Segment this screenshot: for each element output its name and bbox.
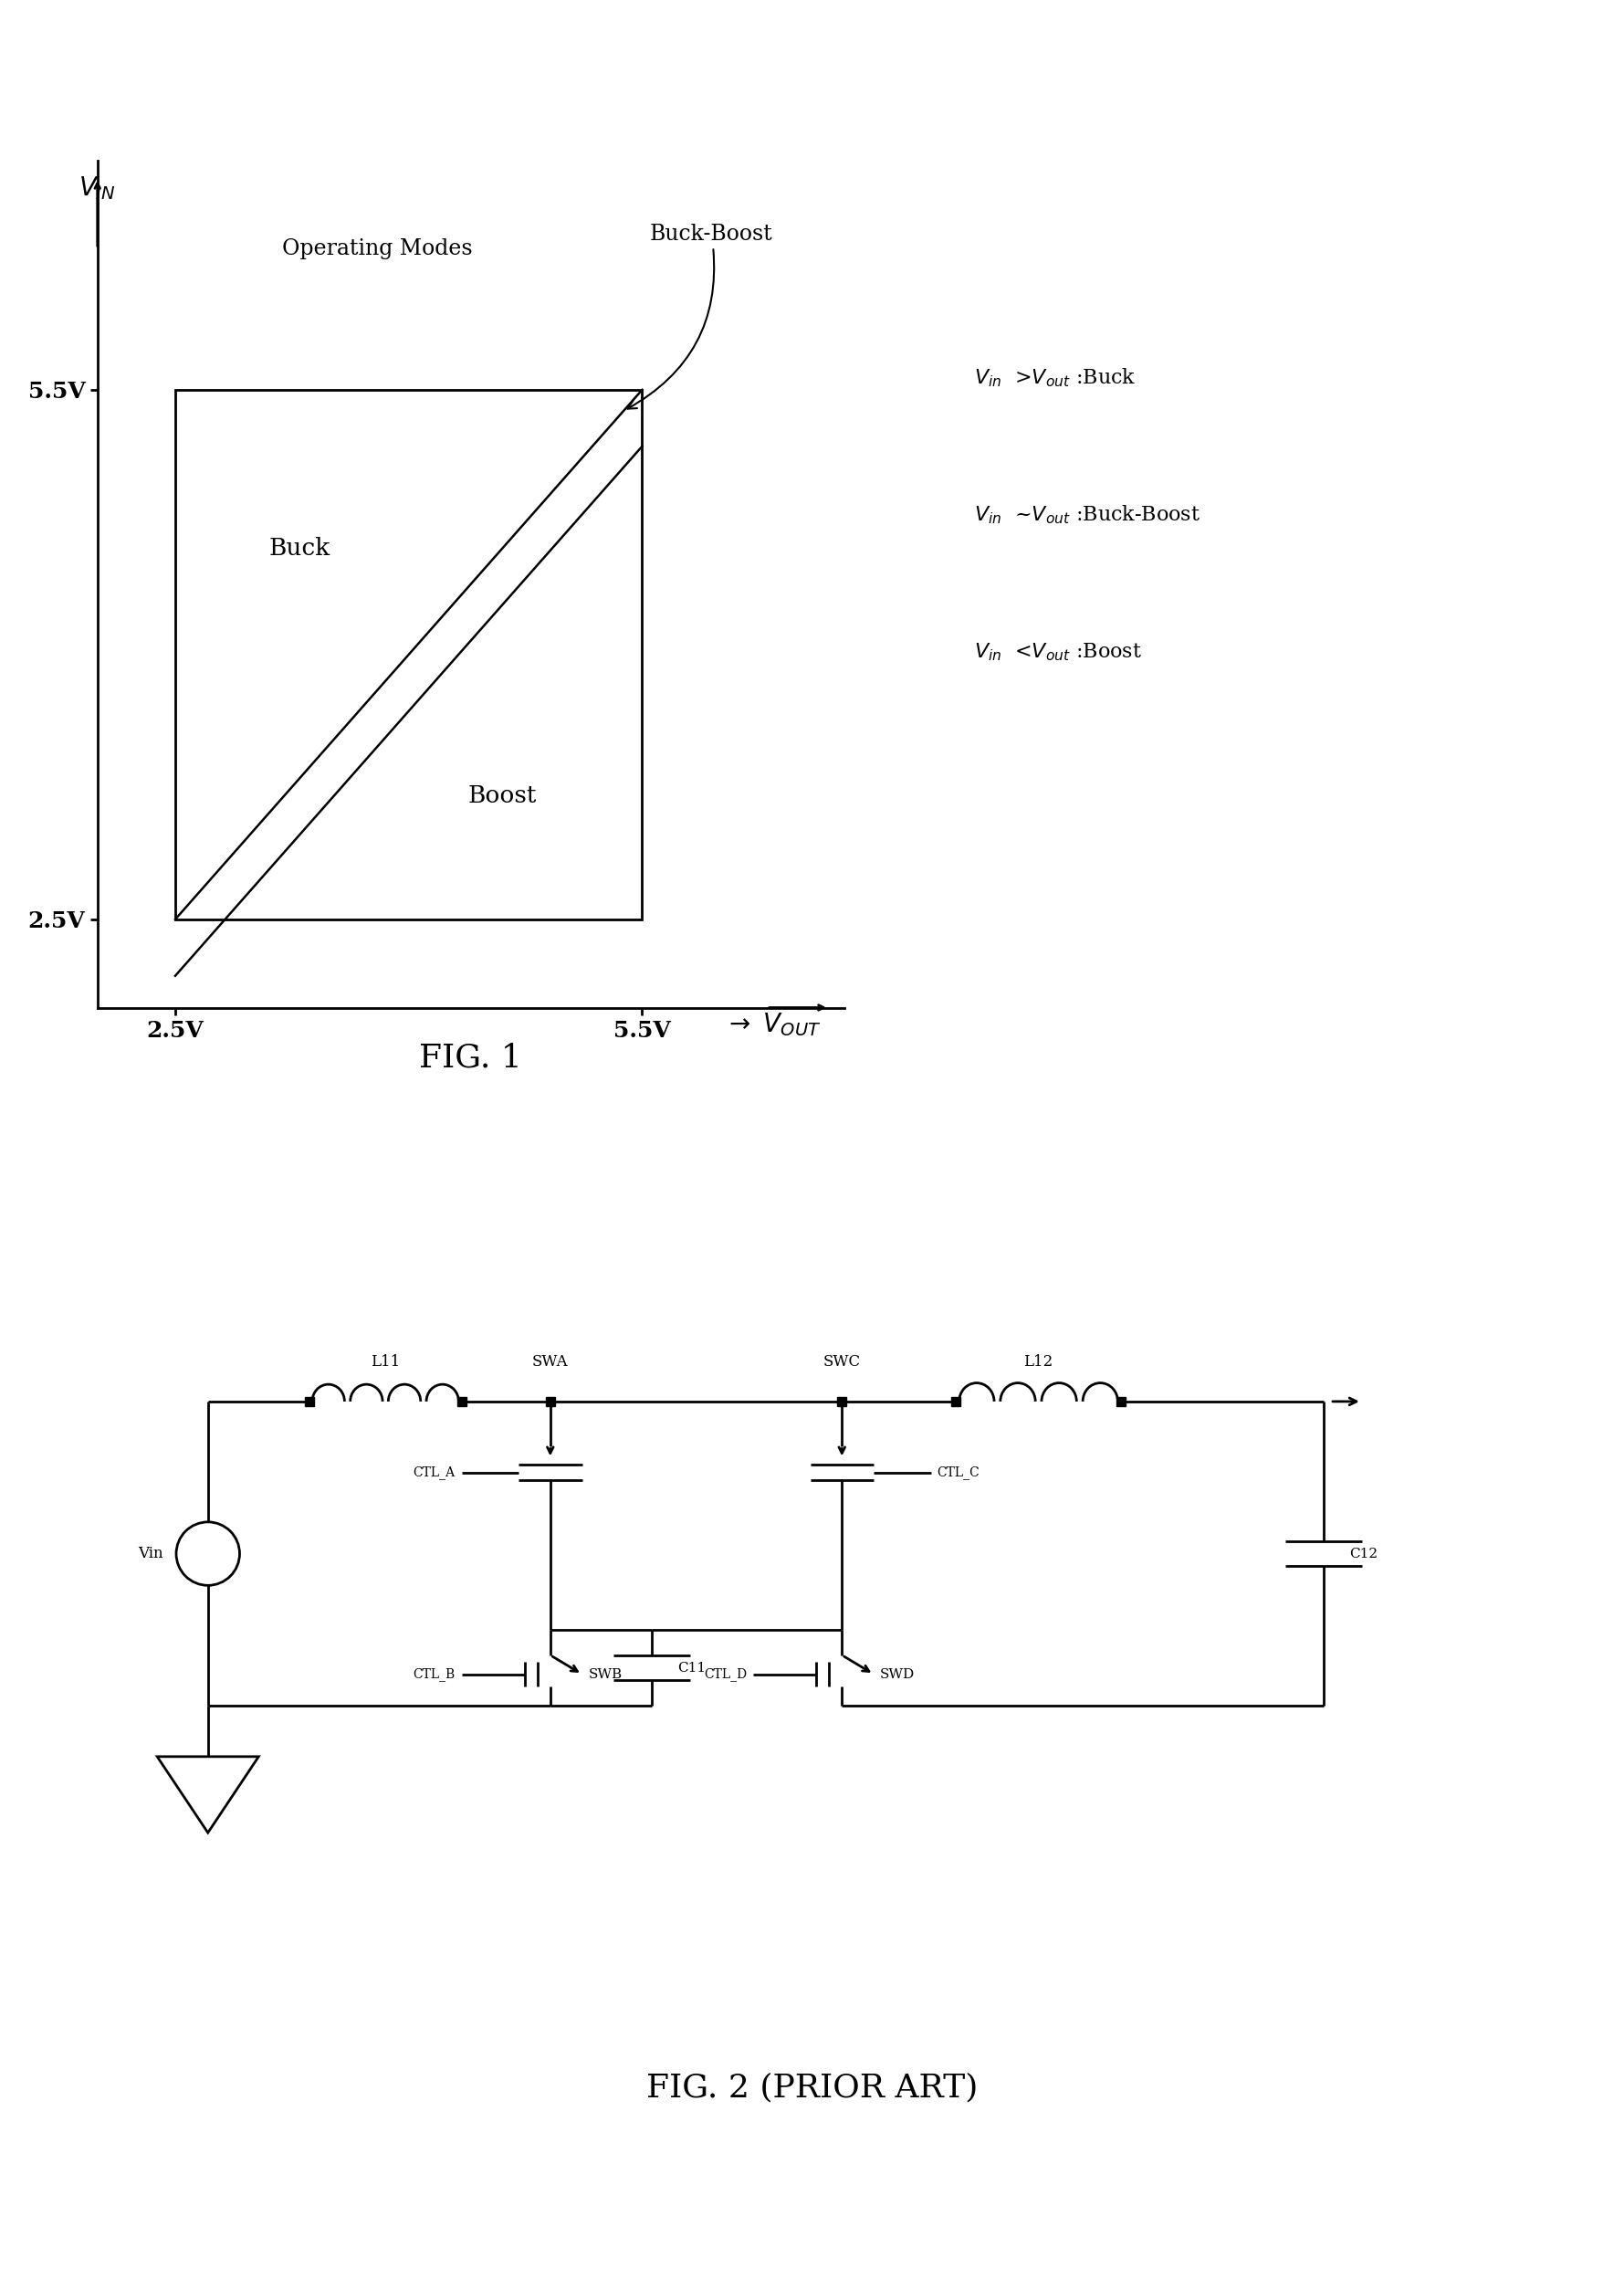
Text: $V_{in}$  <$V_{out}$ :Boost: $V_{in}$ <$V_{out}$ :Boost xyxy=(974,641,1142,662)
Text: Operating Modes: Operating Modes xyxy=(283,238,473,259)
Text: SWC: SWC xyxy=(823,1353,861,1369)
Bar xyxy=(175,389,641,918)
Text: L12: L12 xyxy=(1023,1353,1054,1369)
Text: Boost: Boost xyxy=(468,785,536,806)
Text: FIG. 2 (PRIOR ART): FIG. 2 (PRIOR ART) xyxy=(646,2072,978,2105)
Text: Buck: Buck xyxy=(270,538,330,561)
Text: SWB: SWB xyxy=(588,1667,622,1681)
Text: SWA: SWA xyxy=(533,1353,568,1369)
Text: Vin: Vin xyxy=(138,1546,164,1562)
Text: L11: L11 xyxy=(370,1353,400,1369)
Text: CTL_B: CTL_B xyxy=(412,1667,455,1681)
Text: CTL_A: CTL_A xyxy=(412,1466,455,1479)
Text: SWD: SWD xyxy=(880,1667,914,1681)
Text: CTL_D: CTL_D xyxy=(703,1667,747,1681)
Text: $V_{IN}$: $V_{IN}$ xyxy=(80,174,115,202)
Text: CTL_C: CTL_C xyxy=(937,1466,979,1479)
Text: C12: C12 xyxy=(1350,1548,1377,1559)
Text: C11: C11 xyxy=(677,1663,705,1674)
Text: $V_{in}$  >$V_{out}$ :Buck: $V_{in}$ >$V_{out}$ :Buck xyxy=(974,366,1137,389)
Text: FIG. 1: FIG. 1 xyxy=(419,1042,523,1074)
Text: $\rightarrow$ $V_{OUT}$: $\rightarrow$ $V_{OUT}$ xyxy=(724,1012,822,1037)
Text: Buck-Boost: Buck-Boost xyxy=(627,224,773,408)
Text: $V_{in}$  ~$V_{out}$ :Buck-Boost: $V_{in}$ ~$V_{out}$ :Buck-Boost xyxy=(974,504,1200,527)
